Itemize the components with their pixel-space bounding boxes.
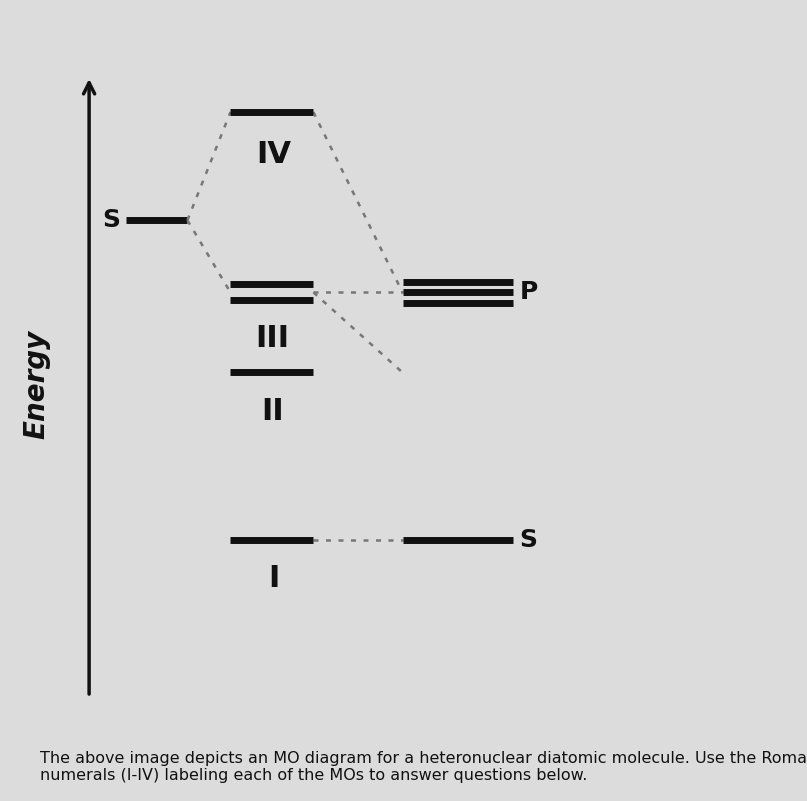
Text: IV: IV bbox=[256, 140, 291, 169]
Text: S: S bbox=[519, 528, 537, 552]
Text: III: III bbox=[255, 324, 289, 352]
Text: I: I bbox=[268, 564, 279, 593]
Text: P: P bbox=[519, 280, 537, 304]
Text: The above image depicts an MO diagram for a heteronuclear diatomic molecule. Use: The above image depicts an MO diagram fo… bbox=[40, 751, 807, 783]
Text: II: II bbox=[261, 397, 283, 426]
Text: Energy: Energy bbox=[23, 330, 51, 439]
Text: S: S bbox=[102, 208, 119, 232]
